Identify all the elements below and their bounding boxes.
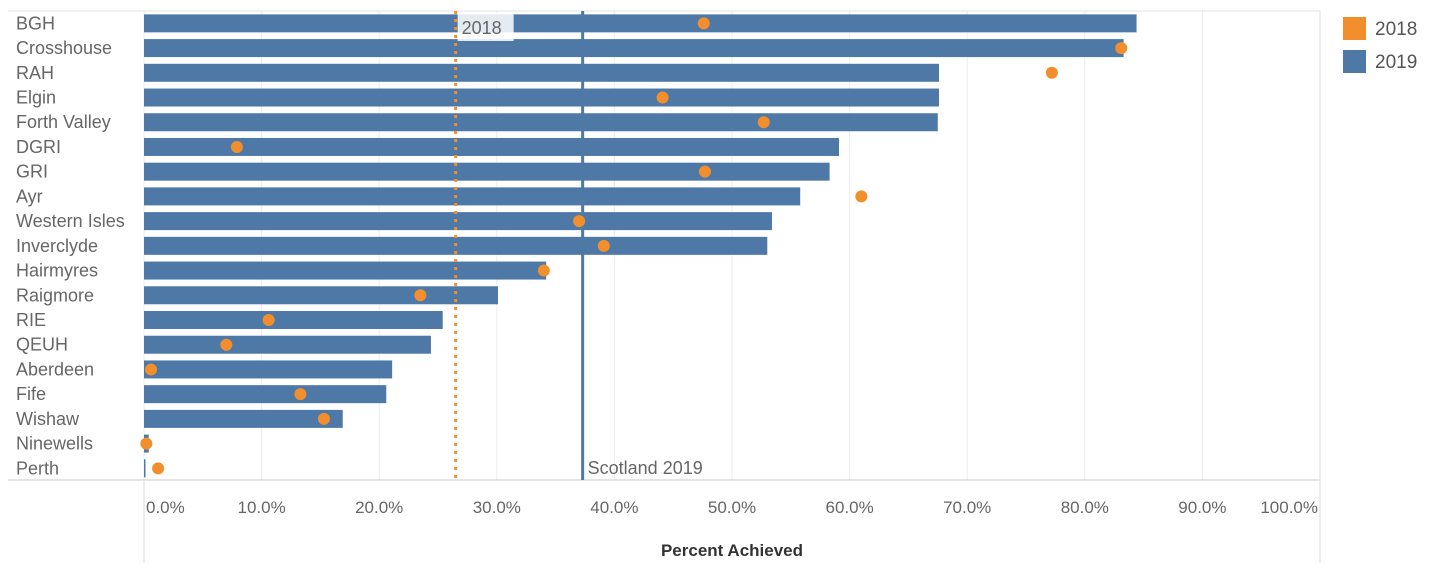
category-label: Western Isles (16, 211, 125, 231)
bar-2019 (144, 113, 938, 132)
category-label: Ninewells (16, 434, 93, 454)
category-label: RIE (16, 310, 46, 330)
x-tick-label: 100.0% (1260, 498, 1318, 517)
category-label: Ayr (16, 186, 43, 206)
bar-2019 (144, 39, 1124, 58)
category-label: Fife (16, 384, 46, 404)
bar-2019 (144, 162, 830, 181)
bar-2019 (144, 409, 343, 428)
category-label: DGRI (16, 137, 61, 157)
x-tick-label: 80.0% (1061, 498, 1109, 517)
bar-2019 (144, 88, 939, 107)
bar-2019 (144, 14, 1137, 33)
bar-2019 (144, 63, 939, 82)
x-tick-label: 70.0% (943, 498, 991, 517)
dot-2018 (855, 190, 868, 203)
dot-2018 (140, 437, 153, 450)
dot-2018 (698, 165, 711, 178)
bar-2019 (144, 261, 547, 280)
category-label: Inverclyde (16, 236, 98, 256)
dot-2018 (1115, 42, 1128, 55)
dot-2018 (757, 116, 770, 129)
dot-2018 (537, 264, 550, 277)
dot-2018 (656, 91, 669, 104)
category-label: Aberdeen (16, 359, 94, 379)
dot-2018 (697, 17, 710, 30)
dot-2018 (573, 215, 586, 228)
legend-label: 2019 (1375, 52, 1417, 73)
dot-2018 (230, 140, 243, 153)
dots-2018 (140, 17, 1128, 475)
category-label: Raigmore (16, 285, 94, 305)
reference-label-2018: 2018 (462, 18, 502, 38)
reference-lines: 2018 Scotland 2019 (454, 11, 703, 480)
legend-swatch (1343, 50, 1366, 73)
bar-2019 (144, 286, 498, 305)
dot-2018 (145, 363, 158, 376)
x-tick-label: 30.0% (473, 498, 521, 517)
category-label: Elgin (16, 88, 56, 108)
bars-2019 (144, 14, 1137, 478)
category-label: Forth Valley (16, 112, 111, 132)
dot-2018 (1045, 66, 1058, 79)
category-label: Perth (16, 458, 59, 478)
category-label: QEUH (16, 335, 68, 355)
category-label: Hairmyres (16, 261, 98, 281)
dot-2018 (294, 388, 307, 401)
dot-2018 (262, 314, 275, 326)
x-tick-label: 0.0% (146, 498, 185, 517)
category-labels: BGH Crosshouse RAH Elgin Forth Valley DGRI GRI… (16, 13, 125, 478)
bar-2019 (144, 187, 801, 206)
x-tick-label: 20.0% (355, 498, 403, 517)
category-label: BGH (16, 13, 55, 33)
bar-2019 (144, 335, 431, 354)
x-axis-title: Percent Achieved (661, 541, 803, 560)
bar-2019 (144, 385, 387, 404)
x-tick-label: 10.0% (237, 498, 285, 517)
legend-swatch (1343, 17, 1366, 40)
bar-2019 (144, 459, 146, 478)
dot-2018 (414, 289, 427, 302)
plot-frame (8, 10, 1321, 563)
x-tick-label: 60.0% (825, 498, 873, 517)
dot-2018 (152, 462, 165, 475)
x-tick-label: 50.0% (708, 498, 756, 517)
category-label: Crosshouse (16, 38, 112, 58)
bar-2019 (144, 311, 443, 329)
reference-label-2018-bg (457, 13, 514, 41)
bar-2019 (144, 137, 840, 156)
category-label: GRI (16, 162, 48, 182)
x-tick-label: 40.0% (590, 498, 638, 517)
bar-2019 (144, 360, 393, 379)
legend: 2018 2019 (1343, 17, 1417, 73)
bar-2019 (144, 212, 772, 231)
dot-2018 (220, 338, 233, 351)
reference-label-scotland-2019: Scotland 2019 (588, 458, 703, 478)
category-label: RAH (16, 63, 54, 83)
dot-2018 (597, 239, 610, 252)
dot-2018 (317, 412, 330, 425)
x-tick-label: 90.0% (1178, 498, 1226, 517)
legend-label: 2018 (1375, 19, 1417, 40)
category-label: Wishaw (16, 409, 80, 429)
x-tick-labels: 0.0% 10.0% 20.0% 30.0% 40.0% 50.0% 60.0% 70.0% 8… (146, 498, 1318, 517)
